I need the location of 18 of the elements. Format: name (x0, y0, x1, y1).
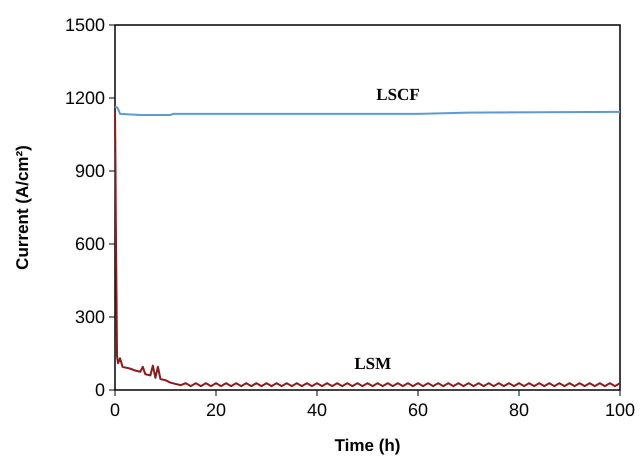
y-tick-label: 1500 (64, 15, 105, 35)
line-series (114, 109, 621, 388)
line-series (114, 106, 621, 116)
x-axis-title: Time (h) (334, 436, 400, 455)
y-tick-label: 1200 (64, 88, 105, 108)
y-axis-title: Current (A/cm²) (13, 145, 32, 270)
series-label: LSCF (376, 84, 420, 104)
x-tick-label: 20 (206, 400, 226, 420)
y-tick-label: 0 (94, 380, 105, 400)
x-tick-label: 60 (408, 400, 428, 420)
y-tick-label: 900 (74, 161, 105, 181)
x-tick-label: 100 (604, 400, 636, 420)
y-tick-label: 300 (74, 307, 105, 327)
series-label: LSM (354, 354, 392, 374)
x-tick-label: 40 (306, 400, 328, 420)
x-tick-label: 0 (110, 400, 120, 420)
x-tick-label: 80 (508, 400, 530, 420)
y-tick-label: 600 (74, 234, 105, 254)
